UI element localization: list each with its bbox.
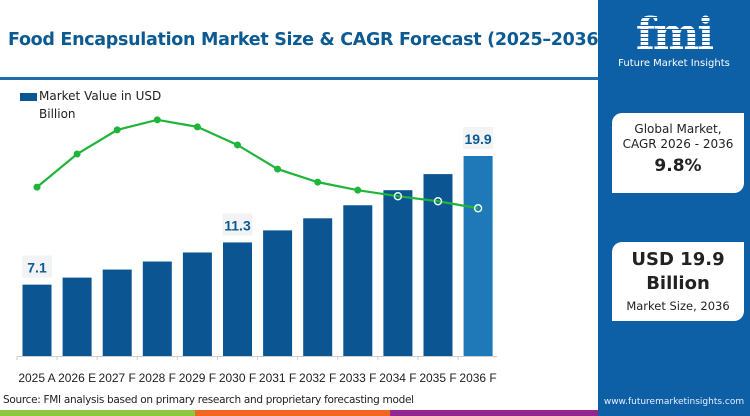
legend: Market Value in USD Billion [20,89,161,121]
data-label-bg [463,127,494,150]
legend-label-2: Billion [39,107,76,121]
x-tick-label: 2029 F [179,371,216,385]
legend-label: Market Value in USD [39,89,162,103]
data-label: 19.9 [464,131,491,147]
chart-title: Food Encapsulation Market Size & CAGR Fo… [8,30,607,50]
logo-mark: fmi [618,10,730,60]
bar-2034-F [383,190,413,356]
trend-point [433,196,443,206]
x-tick-label: 2033 F [339,371,376,385]
bar-2033-F [343,205,373,356]
bar-2032-F [303,218,333,356]
trend-point [234,141,241,149]
trend-point [33,183,41,191]
stripe-green [0,410,195,416]
cagr-value: 9.8% [654,156,702,176]
bar-2025-A [22,284,52,356]
bar-2036-F [463,156,493,356]
x-tick-label: 2026 E [58,371,96,385]
stripe-purple [390,410,598,416]
divider [0,77,598,80]
bar-2026-E [62,277,92,356]
x-tick-label: 2025 A [18,371,55,385]
bar-2031-F [263,230,293,356]
size-value-2: Billion [646,273,710,294]
cagr-label-2: CAGR 2026 - 2036 [622,137,734,151]
data-label: 11.3 [224,217,251,233]
trend-point [193,123,201,131]
trend-line [36,118,479,210]
stripe-orange [195,410,390,416]
size-value-1: USD 19.9 [631,249,725,270]
logo-subtitle: Future Market Insights [618,58,730,69]
bar-2028-F [142,261,172,356]
sidebar-panel: fmi Future Market Insights Global Market… [598,0,750,416]
x-tick-label: 2031 F [259,371,296,385]
trend-point [314,178,322,186]
x-tick-label: 2028 F [139,371,176,385]
data-label-bg [22,255,52,278]
source-note: Source: FMI analysis based on primary re… [3,394,414,406]
trend-point [473,204,483,213]
fmi-logo: fmi Future Market Insights [618,10,730,70]
trend-point [393,191,403,201]
trend-point [73,150,81,158]
bar-2029-F [182,252,212,356]
size-label: Market Size, 2036 [626,299,730,313]
trend-point [354,186,362,194]
trend-point [153,116,161,124]
x-tick-label: 2035 F [419,371,456,385]
bar-2030-F [223,242,252,356]
cagr-card: Global Market, CAGR 2026 - 2036 9.8% [612,113,744,193]
trend-point [274,165,282,173]
legend-swatch [20,92,37,101]
website-link[interactable]: www.futuremarketinsights.com [603,397,745,407]
trend-point [113,126,121,134]
x-tick-label: 2030 F [219,371,256,385]
bar-chart: 2025 A 7.1 2026 E 2027 F 2028 F 2029 F 2030 F 1… [16,116,497,385]
bar-2027-F [102,269,132,356]
x-tick-label: 2036 F [459,371,496,385]
data-label: 7.1 [27,260,47,276]
x-tick-label: 2032 F [299,371,336,385]
x-tick-label: 2027 F [99,371,136,385]
cagr-label-1: Global Market, [634,122,722,136]
data-label-bg [222,213,253,236]
x-tick-label: 2034 F [379,371,416,385]
market-size-card: USD 19.9 Billion Market Size, 2036 [612,242,744,321]
